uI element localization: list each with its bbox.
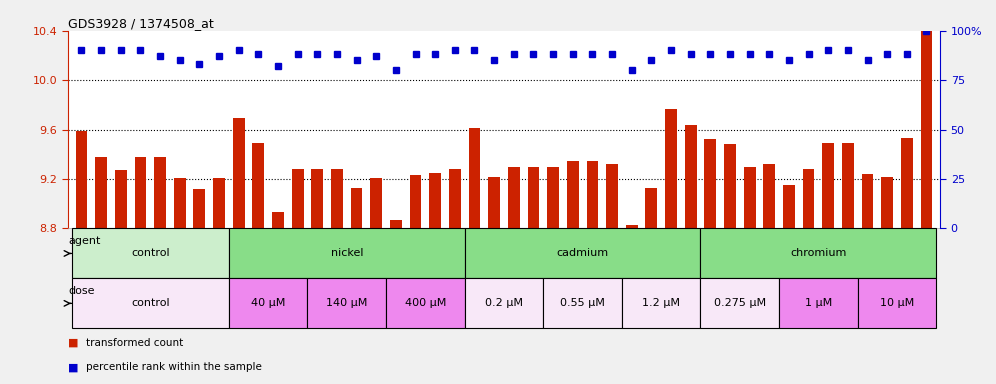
Bar [783, 185, 795, 228]
Bar [700, 228, 936, 278]
Bar [724, 144, 736, 228]
Bar [193, 189, 205, 228]
Bar [213, 178, 225, 228]
Bar [312, 169, 323, 228]
Text: 40 μM: 40 μM [251, 298, 285, 308]
Bar [607, 164, 618, 228]
Bar [154, 157, 166, 228]
Bar [622, 278, 700, 328]
Text: 1 μM: 1 μM [805, 298, 832, 308]
Bar [233, 119, 245, 228]
Bar [409, 175, 421, 228]
Bar [229, 278, 308, 328]
Text: ■: ■ [68, 362, 79, 372]
Bar [72, 278, 229, 328]
Bar [528, 167, 540, 228]
Bar [704, 139, 716, 228]
Bar [272, 212, 284, 228]
Bar [547, 167, 559, 228]
Bar [115, 170, 126, 228]
Bar [371, 178, 382, 228]
Text: agent: agent [68, 236, 101, 246]
Bar [331, 169, 343, 228]
Bar [685, 125, 696, 228]
Bar [901, 138, 912, 228]
Bar [386, 278, 465, 328]
Bar [700, 278, 779, 328]
Text: 10 μM: 10 μM [879, 298, 914, 308]
Bar [567, 161, 579, 228]
Text: cadmium: cadmium [557, 248, 609, 258]
Text: 400 μM: 400 μM [404, 298, 446, 308]
Bar [449, 169, 461, 228]
Bar [465, 278, 543, 328]
Text: control: control [130, 248, 169, 258]
Bar [134, 157, 146, 228]
Text: GDS3928 / 1374508_at: GDS3928 / 1374508_at [68, 17, 213, 30]
Bar [862, 174, 873, 228]
Bar [842, 143, 854, 228]
Text: ■: ■ [68, 338, 79, 348]
Bar [803, 169, 815, 228]
Bar [308, 278, 386, 328]
Bar [763, 164, 775, 228]
Bar [390, 220, 401, 228]
Text: control: control [130, 298, 169, 308]
Bar [665, 109, 677, 228]
Bar [72, 228, 229, 278]
Bar [96, 157, 107, 228]
Bar [881, 177, 893, 228]
Bar [174, 178, 185, 228]
Text: 0.55 μM: 0.55 μM [560, 298, 605, 308]
Text: chromium: chromium [790, 248, 847, 258]
Bar [429, 173, 441, 228]
Bar [488, 177, 500, 228]
Text: dose: dose [68, 286, 95, 296]
Bar [465, 228, 700, 278]
Bar [508, 167, 520, 228]
Text: percentile rank within the sample: percentile rank within the sample [86, 362, 262, 372]
Text: 0.275 μM: 0.275 μM [714, 298, 766, 308]
Bar [779, 278, 858, 328]
Text: 0.2 μM: 0.2 μM [485, 298, 523, 308]
Bar [858, 278, 936, 328]
Bar [587, 161, 599, 228]
Text: 1.2 μM: 1.2 μM [642, 298, 680, 308]
Bar [292, 169, 304, 228]
Bar [920, 31, 932, 228]
Bar [229, 228, 465, 278]
Bar [823, 143, 834, 228]
Text: nickel: nickel [331, 248, 363, 258]
Bar [76, 131, 88, 228]
Bar [468, 128, 480, 228]
Text: 140 μM: 140 μM [326, 298, 368, 308]
Bar [543, 278, 622, 328]
Bar [625, 225, 637, 228]
Text: transformed count: transformed count [86, 338, 183, 348]
Bar [744, 167, 756, 228]
Bar [645, 188, 657, 228]
Bar [252, 143, 264, 228]
Bar [351, 188, 363, 228]
